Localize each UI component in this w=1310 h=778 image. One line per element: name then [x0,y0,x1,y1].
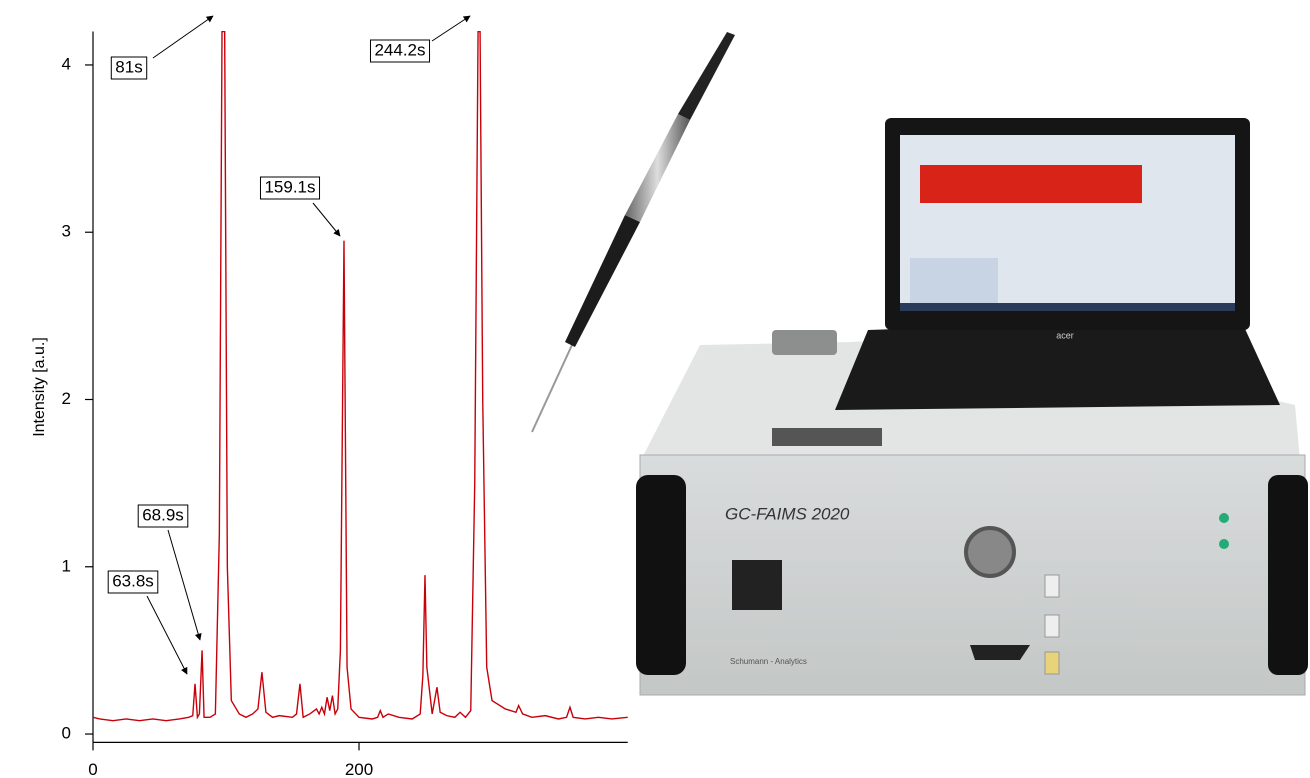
device-slot [772,428,882,446]
annotation-label: 63.8s [112,571,154,590]
fan [732,560,782,610]
screen-panel [910,258,998,303]
knob [970,645,1030,660]
y-tick-label: 1 [62,556,71,575]
device-port [772,330,837,355]
led [1219,513,1229,523]
handle-left [636,475,686,675]
gc-inlet [966,528,1014,576]
probe-tip [678,32,735,120]
photo: GC-FAIMS 2020 Schumann - Analytics acer [532,32,1308,695]
maker-label: Schumann - Analytics [730,657,807,666]
y-tick-label: 2 [62,389,71,408]
probe-handle [565,215,640,347]
y-axis-label: Intensity [a.u.] [31,337,48,437]
probe-shaft [625,114,690,222]
annotation-arrow [313,203,340,236]
x-tick-label: 200 [345,760,373,778]
x-tick-label: 0 [88,760,97,778]
annotation-label: 159.1s [264,177,315,196]
valve [1045,575,1059,597]
valve [1045,652,1059,674]
y-tick-label: 3 [62,222,71,241]
valve [1045,615,1059,637]
probe-needle [532,345,572,432]
annotation-label: 81s [115,57,142,76]
page: Intensity [a.u.] GC-FAIMS 2020 Schumann … [0,0,1310,778]
annotation-label: 244.2s [374,40,425,59]
screen-heatmap [920,165,1142,203]
annotation-arrow [147,596,187,674]
led [1219,539,1229,549]
y-tick-label: 0 [62,724,71,743]
handle-right [1268,475,1308,675]
taskbar [900,303,1235,311]
y-tick-label: 4 [62,54,71,73]
device-label: GC-FAIMS 2020 [725,504,850,523]
plot-area [93,32,628,721]
annotation-arrow [153,16,213,58]
data-line [93,32,628,721]
annotation-arrow [432,16,470,41]
annotation-label: 68.9s [142,505,184,524]
annotation-arrow [168,530,200,640]
laptop-brand: acer [1056,330,1074,340]
